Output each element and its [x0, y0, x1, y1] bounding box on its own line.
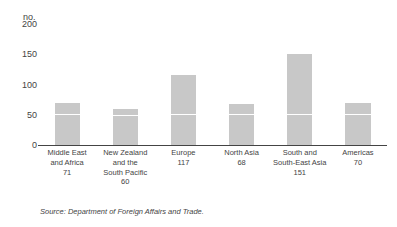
svg-text:Americas70: Americas70: [342, 148, 374, 167]
svg-text:New Zealandand theSouth Pacifi: New Zealandand theSouth Pacific60: [103, 148, 147, 186]
svg-text:no.: no.: [23, 12, 36, 22]
svg-text:200: 200: [22, 19, 37, 29]
svg-text:0: 0: [32, 140, 37, 150]
svg-text:North Asia68: North Asia68: [224, 148, 259, 167]
svg-text:Source: Department of Foreign: Source: Department of Foreign Affairs an…: [40, 207, 204, 216]
svg-text:Middle Eastand Africa71: Middle Eastand Africa71: [47, 148, 87, 177]
svg-text:Europe117: Europe117: [171, 148, 195, 167]
svg-text:150: 150: [22, 49, 37, 59]
svg-text:South andSouth-East Asia151: South andSouth-East Asia151: [273, 148, 327, 177]
svg-text:50: 50: [27, 110, 37, 120]
svg-text:100: 100: [22, 80, 37, 90]
